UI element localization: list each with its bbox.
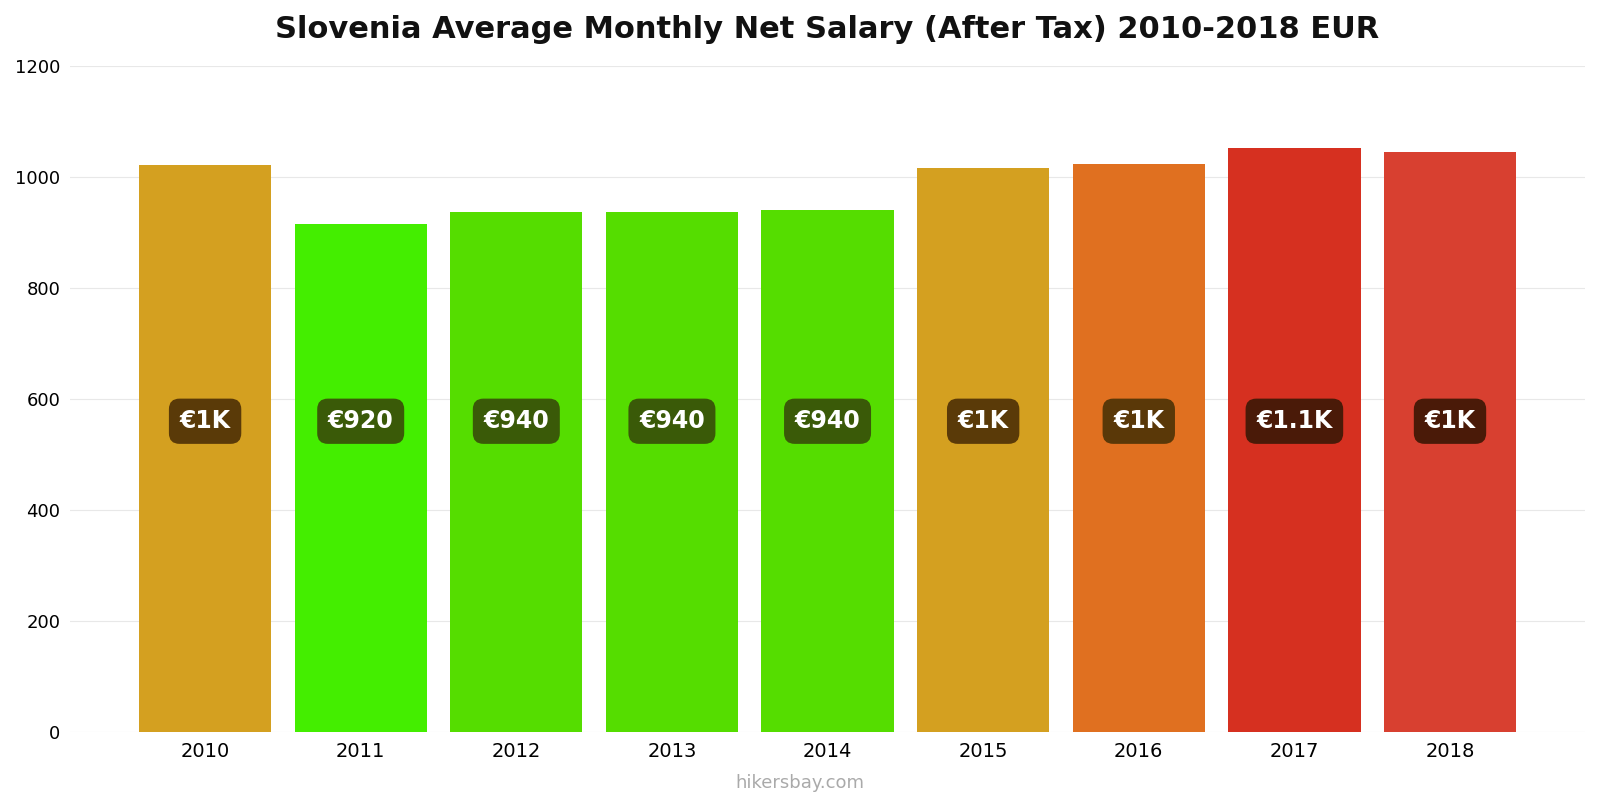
Bar (1384, 152, 1517, 732)
Title: Slovenia Average Monthly Net Salary (After Tax) 2010-2018 EUR: Slovenia Average Monthly Net Salary (Aft… (275, 15, 1379, 44)
Bar (762, 210, 894, 732)
Bar (450, 212, 582, 732)
Text: €1.1K: €1.1K (1256, 410, 1333, 434)
Bar (1229, 148, 1360, 732)
Text: hikersbay.com: hikersbay.com (736, 774, 864, 792)
Text: €1K: €1K (958, 410, 1008, 434)
Bar (1072, 163, 1205, 732)
Text: €1K: €1K (179, 410, 230, 434)
Bar (294, 223, 427, 732)
Text: €940: €940 (483, 410, 549, 434)
Bar (917, 168, 1050, 732)
Bar (139, 165, 272, 732)
Text: €940: €940 (795, 410, 861, 434)
Text: €1K: €1K (1114, 410, 1165, 434)
Text: €1K: €1K (1424, 410, 1475, 434)
Text: €940: €940 (638, 410, 706, 434)
Bar (606, 212, 738, 732)
Text: €920: €920 (328, 410, 394, 434)
